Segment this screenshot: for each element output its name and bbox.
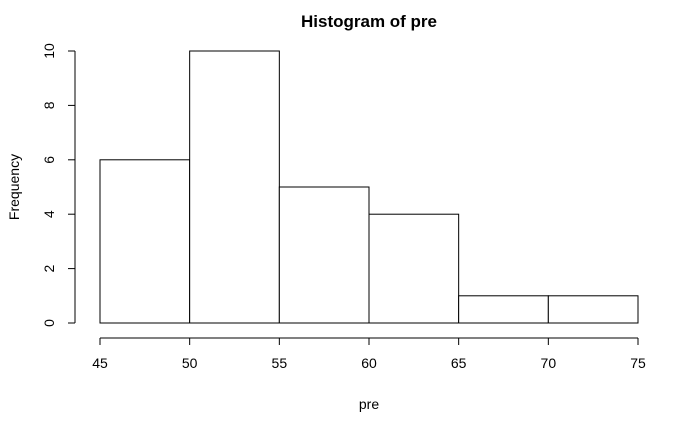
histogram-bar — [278, 186, 370, 324]
bars-group — [99, 50, 639, 324]
x-axis: 45 50 55 60 65 70 75 — [92, 337, 646, 371]
x-tick-label: 45 — [92, 355, 108, 371]
x-tick-label: 60 — [361, 355, 377, 371]
y-tick-label: 4 — [41, 210, 57, 218]
x-tick-label: 70 — [541, 355, 557, 371]
x-tick-label: 75 — [630, 355, 646, 371]
x-tick-label: 55 — [272, 355, 288, 371]
y-tick-label: 2 — [41, 264, 57, 272]
y-tick-label: 6 — [41, 156, 57, 164]
y-tick-label: 8 — [41, 101, 57, 109]
chart-title: Histogram of pre — [301, 12, 437, 31]
y-tick-label: 10 — [41, 43, 57, 59]
histogram-bar — [547, 295, 639, 324]
x-tick-label: 50 — [182, 355, 198, 371]
histogram-bar — [99, 159, 191, 324]
histogram-bar — [458, 295, 549, 324]
y-tick-label: 0 — [41, 319, 57, 327]
y-axis-label: Frequency — [6, 154, 22, 220]
y-axis: 0 2 4 6 8 10 — [41, 43, 76, 327]
histogram-bar — [189, 50, 280, 324]
x-tick-label: 65 — [451, 355, 467, 371]
histogram-bar — [368, 213, 460, 324]
x-axis-label: pre — [359, 396, 379, 412]
